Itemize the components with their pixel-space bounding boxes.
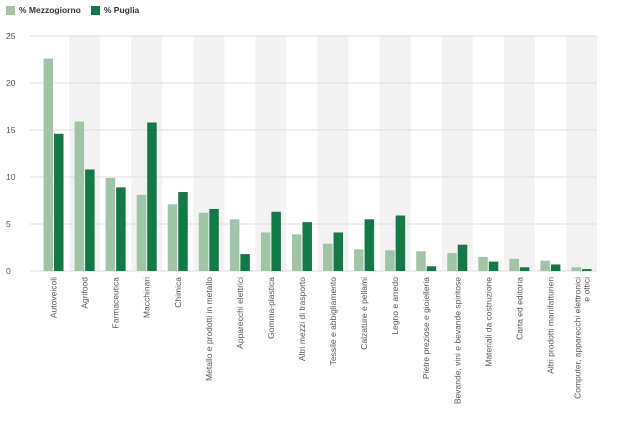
- legend-swatch-puglia: [90, 5, 100, 15]
- legend-label-mezzogiorno: % Mezzogiorno: [19, 5, 81, 15]
- x-tick-label-line: Calzature e pellami: [359, 277, 369, 350]
- bar-mezzogiorno-2[interactable]: [105, 177, 116, 271]
- x-tick-label-17: Computer, apparecchi elettronicie ottici: [572, 277, 591, 399]
- bar-mezzogiorno-3[interactable]: [136, 194, 147, 271]
- bar-puglia-5[interactable]: [209, 208, 219, 271]
- x-tick-label-8: Altri mezzi di trasporto: [297, 277, 307, 361]
- bar-puglia-0[interactable]: [54, 133, 64, 271]
- x-tick-label-0: Autoveicoli: [49, 277, 59, 318]
- x-tick-label-line: Tessile e abbigliamento: [328, 277, 338, 366]
- bar-puglia-17[interactable]: [581, 269, 592, 271]
- category-band-11: [379, 36, 411, 271]
- bar-mezzogiorno-8[interactable]: [291, 234, 302, 271]
- x-tick-label-line: Altri prodotti manifatturieri: [545, 277, 555, 374]
- legend-label-puglia: % Puglia: [103, 5, 140, 15]
- x-tick-label-line: Carta ed editoria: [514, 277, 524, 340]
- bar-puglia-12[interactable]: [426, 266, 437, 271]
- bar-mezzogiorno-17[interactable]: [571, 267, 581, 271]
- bar-puglia-13[interactable]: [457, 244, 468, 271]
- bar-puglia-11[interactable]: [395, 215, 406, 271]
- y-tick-label-20: 20: [6, 78, 16, 88]
- x-tick-label-4: Chimica: [173, 277, 183, 308]
- legend-item-puglia[interactable]: % Puglia: [90, 5, 140, 15]
- x-tick-label-line: Altri mezzi di trasporto: [297, 277, 307, 361]
- bar-mezzogiorno-11[interactable]: [385, 250, 395, 271]
- x-tick-label-line: Apparecchi elettrici: [235, 277, 245, 349]
- x-tick-label-3: Macchinari: [142, 277, 152, 318]
- x-tick-label-2: Farmaceutica: [111, 277, 121, 329]
- category-band-17: [565, 36, 597, 271]
- bar-mezzogiorno-7[interactable]: [260, 232, 271, 271]
- bar-mezzogiorno-5[interactable]: [198, 212, 209, 271]
- x-tick-label-line: e ottici: [581, 277, 591, 302]
- bar-puglia-9[interactable]: [333, 232, 344, 271]
- category-band-15: [503, 36, 535, 271]
- category-band-7: [255, 36, 287, 271]
- x-tick-label-line: Bevande, vini e bevande spiritose: [452, 277, 462, 404]
- category-band-9: [317, 36, 349, 271]
- y-tick-label-25: 25: [6, 31, 16, 41]
- x-tick-label-line: Metallo e prodotti in metallo: [204, 277, 214, 381]
- bar-puglia-4[interactable]: [178, 192, 188, 271]
- x-tick-label-7: Gomma-plastica: [266, 277, 276, 339]
- x-tick-label-line: Autoveicoli: [49, 277, 59, 318]
- category-band-5: [193, 36, 225, 271]
- x-tick-label-6: Apparecchi elettrici: [235, 277, 245, 349]
- x-tick-label-5: Metallo e prodotti in metallo: [204, 277, 214, 381]
- x-tick-label-line: Farmaceutica: [111, 277, 121, 329]
- bar-mezzogiorno-13[interactable]: [447, 253, 457, 271]
- bar-puglia-7[interactable]: [271, 211, 281, 271]
- x-tick-label-15: Carta ed editoria: [514, 277, 524, 340]
- x-tick-label-14: Materiali da costruzione: [483, 277, 493, 367]
- legend-swatch-mezzogiorno: [6, 5, 15, 15]
- category-band-3: [131, 36, 163, 271]
- bar-puglia-1[interactable]: [85, 169, 95, 271]
- y-tick-label-5: 5: [6, 219, 11, 229]
- x-tick-label-line: Macchinari: [142, 277, 152, 318]
- x-tick-label-line: Materiali da costruzione: [483, 277, 493, 367]
- bar-mezzogiorno-12[interactable]: [416, 251, 426, 271]
- bar-puglia-16[interactable]: [550, 264, 561, 271]
- bar-puglia-14[interactable]: [488, 261, 499, 271]
- x-tick-label-16: Altri prodotti manifatturieri: [545, 277, 555, 374]
- x-tick-label-line: Agrifood: [80, 277, 90, 309]
- x-tick-label-11: Legno e arredo: [390, 277, 400, 335]
- x-tick-label-13: Bevande, vini e bevande spiritose: [452, 277, 462, 404]
- bar-puglia-6[interactable]: [240, 254, 250, 271]
- y-tick-label-10: 10: [6, 172, 16, 182]
- x-tick-label-10: Calzature e pellami: [359, 277, 369, 350]
- bar-mezzogiorno-6[interactable]: [229, 219, 240, 271]
- x-tick-label-12: Pietre preziose e gioielleria: [421, 277, 431, 379]
- bar-mezzogiorno-16[interactable]: [540, 260, 550, 271]
- bar-mezzogiorno-1[interactable]: [74, 121, 85, 271]
- bar-mezzogiorno-0[interactable]: [43, 58, 54, 272]
- x-tick-label-9: Tessile e abbigliamento: [328, 277, 338, 366]
- x-tick-label-line: Computer, apparecchi elettronici: [572, 277, 582, 399]
- x-tick-label-line: Gomma-plastica: [266, 277, 276, 339]
- bar-mezzogiorno-9[interactable]: [323, 243, 333, 271]
- legend-item-mezzogiorno[interactable]: % Mezzogiorno: [6, 5, 81, 15]
- y-tick-label-15: 15: [6, 125, 16, 135]
- bar-mezzogiorno-4[interactable]: [167, 204, 178, 271]
- bar-puglia-3[interactable]: [147, 122, 157, 271]
- x-tick-label-line: Chimica: [173, 277, 183, 308]
- x-tick-label-line: Legno e arredo: [390, 277, 400, 335]
- x-tick-label-1: Agrifood: [80, 277, 90, 309]
- bar-puglia-2[interactable]: [116, 187, 126, 271]
- bar-mezzogiorno-15[interactable]: [509, 258, 519, 271]
- bar-puglia-10[interactable]: [364, 219, 375, 271]
- bar-puglia-15[interactable]: [519, 267, 530, 271]
- category-band-1: [69, 36, 101, 271]
- bar-puglia-8[interactable]: [302, 222, 312, 271]
- x-tick-label-line: Pietre preziose e gioielleria: [421, 277, 431, 379]
- y-tick-label-0: 0: [6, 266, 11, 276]
- legend: % Mezzogiorno % Puglia: [6, 3, 149, 17]
- bar-mezzogiorno-10[interactable]: [354, 249, 364, 271]
- bar-mezzogiorno-14[interactable]: [478, 256, 488, 271]
- category-band-13: [441, 36, 473, 271]
